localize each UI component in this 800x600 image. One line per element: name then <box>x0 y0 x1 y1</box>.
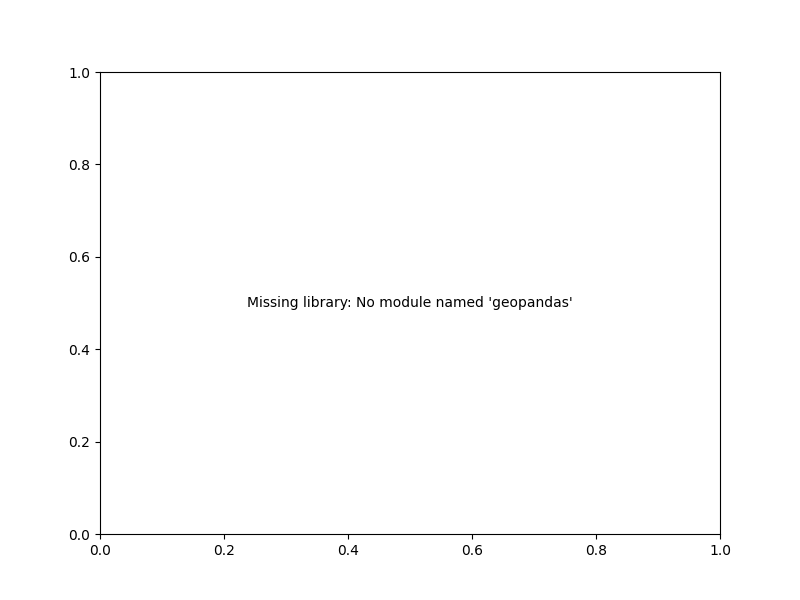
Text: Missing library: No module named 'geopandas': Missing library: No module named 'geopan… <box>247 296 573 310</box>
